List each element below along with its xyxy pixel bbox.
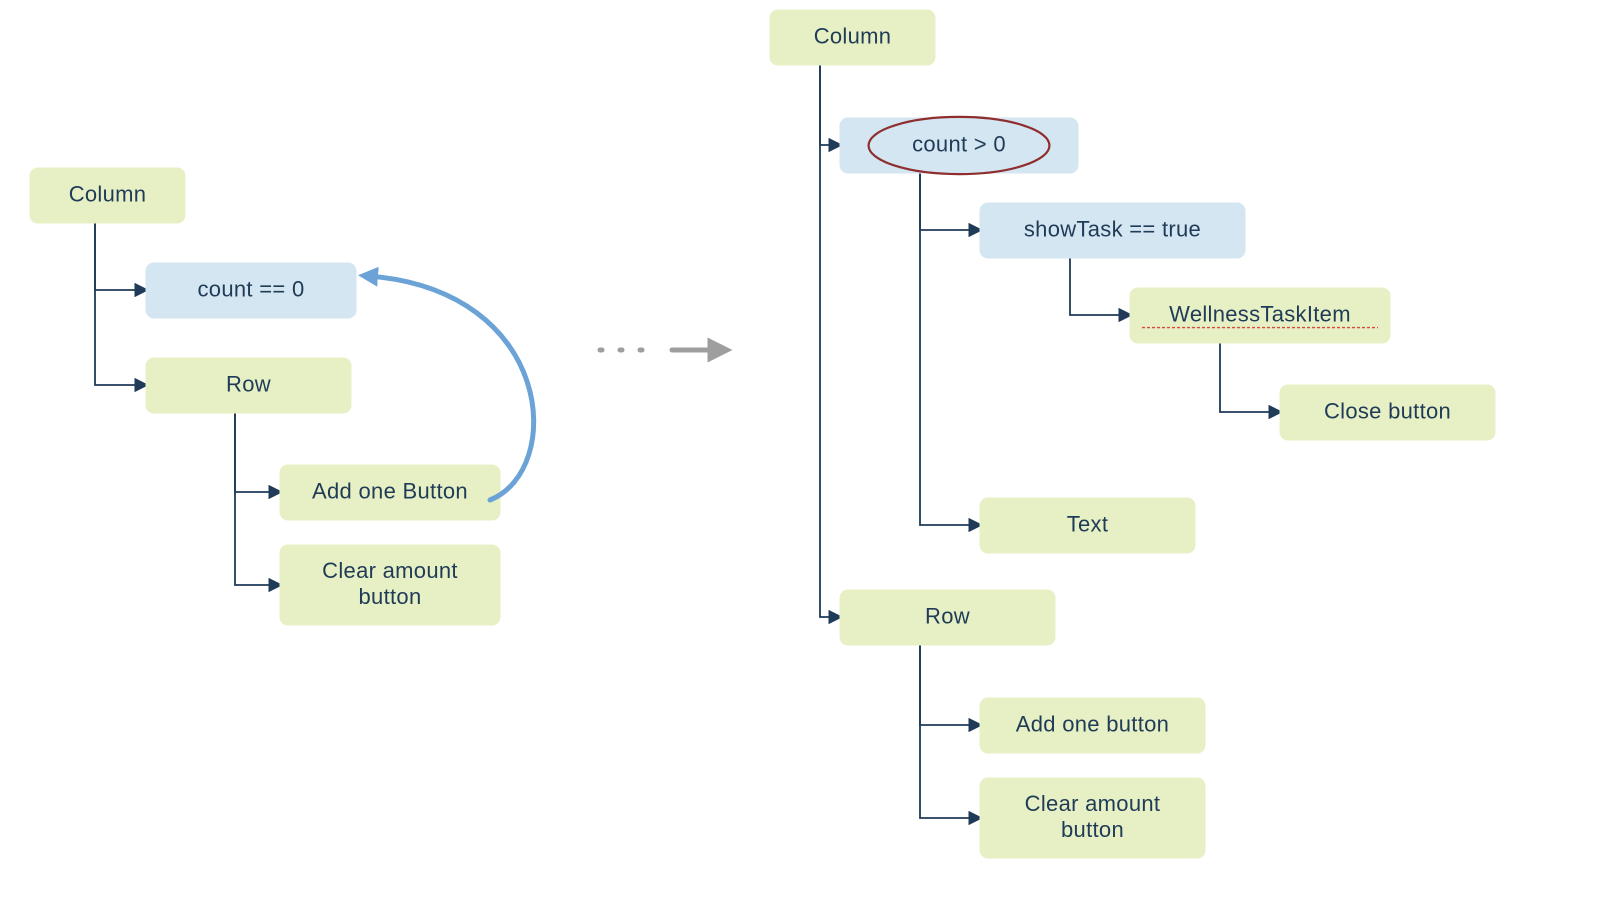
right-edge-2: [920, 173, 980, 230]
left-node-row: Row: [146, 358, 351, 413]
right-node-countgt-label: count > 0: [912, 131, 1006, 156]
left-node-clear: Clear amountbutton: [280, 545, 500, 625]
right-edge-4: [1070, 258, 1130, 315]
right-edge-0: [820, 65, 840, 145]
left-node-column-label: Column: [69, 181, 147, 206]
right-edge-1: [820, 65, 840, 617]
left-node-addone-label: Add one Button: [312, 478, 468, 503]
right-node-clear-label: Clear amount: [1025, 791, 1161, 816]
tree-diagram: Column count == 0 Row Add one Button Clear a…: [0, 0, 1600, 908]
left-node-clear-label: Clear amount: [322, 558, 458, 583]
right-node-countgt: count > 0: [840, 117, 1078, 174]
right-edge-6: [920, 645, 980, 725]
left-node-row-label: Row: [226, 371, 271, 396]
right-node-addone: Add one button: [980, 698, 1205, 753]
right-node-text: Text: [980, 498, 1195, 553]
right-node-closebtn: Close button: [1280, 385, 1495, 440]
right-node-column-label: Column: [814, 23, 892, 48]
left-node-count0: count == 0: [146, 263, 356, 318]
right-node-addone-label: Add one button: [1016, 711, 1169, 736]
right-node-wellness-label: WellnessTaskItem: [1169, 301, 1351, 326]
left-node-clear-label: button: [359, 584, 422, 609]
left-edge-2: [235, 413, 280, 492]
right-node-showtask: showTask == true: [980, 203, 1245, 258]
right-node-row-label: Row: [925, 603, 970, 628]
right-node-text-label: Text: [1067, 511, 1109, 536]
right-node-column: Column: [770, 10, 935, 65]
right-node-clear: Clear amountbutton: [980, 778, 1205, 858]
left-node-column: Column: [30, 168, 185, 223]
right-node-showtask-label: showTask == true: [1024, 216, 1201, 241]
right-edge-7: [920, 645, 980, 818]
right-node-row: Row: [840, 590, 1055, 645]
left-edge-3: [235, 413, 280, 585]
right-node-wellness: WellnessTaskItem: [1130, 288, 1390, 343]
left-node-count0-label: count == 0: [198, 276, 305, 301]
left-node-addone: Add one Button: [280, 465, 500, 520]
left-edge-0: [95, 223, 146, 290]
left-edge-1: [95, 223, 146, 385]
right-edge-5: [1220, 343, 1280, 412]
right-node-closebtn-label: Close button: [1324, 398, 1451, 423]
right-node-clear-label: button: [1061, 817, 1124, 842]
right-edge-3: [920, 173, 980, 525]
